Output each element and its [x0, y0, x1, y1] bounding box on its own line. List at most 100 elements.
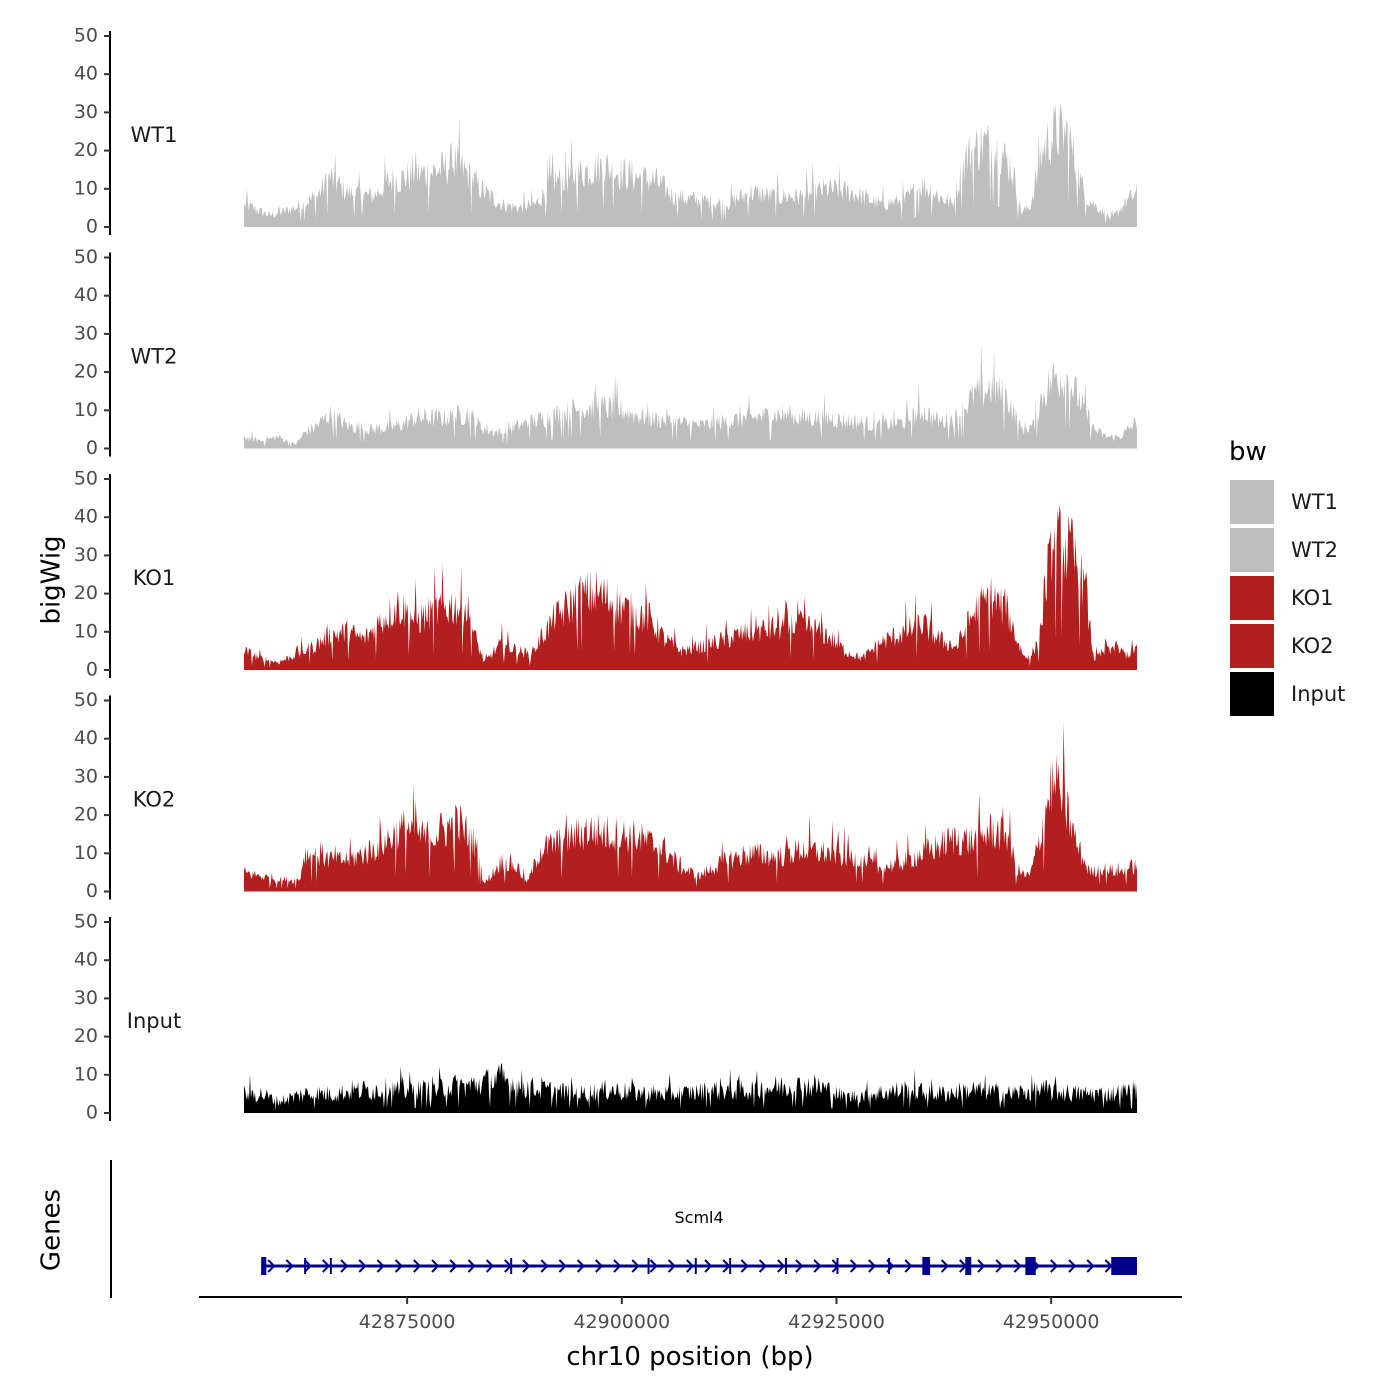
strand-arrow-icon — [1086, 1259, 1095, 1273]
track-wt2: 0 10 20 30 40 50 WT2 — [74, 246, 1137, 459]
strand-arrow-icon — [977, 1259, 986, 1273]
x-axis-title: chr10 position (bp) — [566, 1342, 813, 1372]
y-tick-label: 0 — [86, 437, 98, 459]
y-tick-label: 10 — [74, 177, 98, 199]
y-tick-label: 30 — [74, 322, 98, 344]
y-tick-label: 10 — [74, 1063, 98, 1085]
legend-label: WT1 — [1291, 490, 1338, 514]
y-tick-label: 30 — [74, 987, 98, 1009]
y-tick-label: 50 — [74, 468, 98, 490]
legend: bw WT1 WT2 KO1 KO2 Input — [1229, 437, 1345, 716]
y-tick-label: 10 — [74, 842, 98, 864]
legend-label: KO2 — [1291, 634, 1334, 658]
y-tick-label: 50 — [74, 911, 98, 933]
y-tick-label: 40 — [74, 949, 98, 971]
coverage-area-ko2 — [244, 722, 1137, 892]
y-tick-label: 40 — [74, 506, 98, 528]
strand-arrow-icon — [849, 1259, 858, 1273]
y-tick-label: 20 — [74, 582, 98, 604]
gene-exon — [1111, 1257, 1137, 1275]
legend-entry-input: Input — [1230, 672, 1345, 716]
strand-arrow-icon — [667, 1259, 676, 1273]
track-input: 0 10 20 30 40 50 Input — [74, 911, 1137, 1124]
y-tick-label: 30 — [74, 101, 98, 123]
track-ko2: 0 10 20 30 40 50 KO2 — [74, 689, 1137, 902]
gene-exon — [329, 1258, 332, 1274]
coverage-area-input — [244, 1063, 1137, 1113]
coverage-area-wt2 — [244, 344, 1137, 449]
y-tick-label: 10 — [74, 399, 98, 421]
coverage-area-ko1 — [244, 504, 1137, 670]
strand-arrow-icon — [1050, 1259, 1059, 1273]
strand-arrow-icon — [558, 1259, 567, 1273]
strand-arrow-icon — [540, 1259, 549, 1273]
gene-exon — [647, 1258, 650, 1274]
y-tick-label: 40 — [74, 284, 98, 306]
strand-arrow-icon — [904, 1259, 913, 1273]
strand-arrow-icon — [285, 1259, 294, 1273]
strand-arrow-icon — [631, 1259, 640, 1273]
strand-arrow-icon — [868, 1259, 877, 1273]
y-tick-label: 0 — [86, 216, 98, 238]
strand-arrow-icon — [394, 1259, 403, 1273]
coverage-area-wt1 — [244, 102, 1137, 227]
y-tick-label: 0 — [86, 880, 98, 902]
legend-entry-ko2: KO2 — [1230, 624, 1334, 668]
x-tick-label: 42925000 — [788, 1311, 885, 1333]
x-axis: 42875000 42900000 42925000 42950000 — [199, 1296, 1182, 1333]
strand-arrow-icon — [485, 1259, 494, 1273]
x-tick-label: 42875000 — [359, 1311, 456, 1333]
legend-title: bw — [1229, 437, 1267, 467]
strand-arrow-icon — [758, 1259, 767, 1273]
y-tick-label: 40 — [74, 727, 98, 749]
strand-arrow-icon — [940, 1259, 949, 1273]
strand-arrow-icon — [613, 1259, 622, 1273]
strand-arrow-icon — [576, 1259, 585, 1273]
strand-arrow-icon — [995, 1259, 1004, 1273]
y-tick-label: 50 — [74, 689, 98, 711]
legend-swatch — [1230, 624, 1274, 668]
legend-swatch — [1230, 480, 1274, 524]
gene-exon — [261, 1257, 267, 1275]
genes-track-title: Genes — [37, 1189, 67, 1271]
strand-arrow-icon — [704, 1259, 713, 1273]
strand-arrow-icon — [431, 1259, 440, 1273]
track-label: KO1 — [133, 566, 176, 590]
genes-track: Genes Scml4 — [37, 1160, 1137, 1298]
strand-arrow-icon — [303, 1259, 312, 1273]
strand-arrow-icon — [449, 1259, 458, 1273]
y-tick-label: 20 — [74, 1025, 98, 1047]
strand-arrow-icon — [795, 1259, 804, 1273]
track-wt1: 0 10 20 30 40 50 WT1 — [74, 25, 1137, 238]
strand-arrow-icon — [777, 1259, 786, 1273]
gene-exon — [729, 1258, 732, 1274]
y-tick-label: 20 — [74, 139, 98, 161]
strand-arrow-icon — [595, 1259, 604, 1273]
strand-arrow-icon — [340, 1259, 349, 1273]
gene-exon — [836, 1258, 839, 1274]
legend-entry-wt2: WT2 — [1230, 528, 1338, 572]
y-tick-label: 0 — [86, 1102, 98, 1124]
y-tick-label: 40 — [74, 63, 98, 85]
gene-exon — [694, 1258, 697, 1274]
legend-label: Input — [1291, 682, 1345, 706]
gene-exon — [510, 1258, 513, 1274]
gene-exon — [922, 1257, 931, 1275]
y-tick-label: 50 — [74, 25, 98, 47]
gene-name-label: Scml4 — [675, 1208, 724, 1227]
y-tick-label: 30 — [74, 544, 98, 566]
legend-label: KO1 — [1291, 586, 1334, 610]
track-label: KO2 — [133, 788, 176, 812]
strand-arrow-icon — [649, 1259, 658, 1273]
strand-arrow-icon — [358, 1259, 367, 1273]
track-label: Input — [127, 1009, 181, 1033]
strand-arrow-icon — [413, 1259, 422, 1273]
gene-scml4: Scml4 — [261, 1208, 1137, 1275]
gene-exon — [1025, 1257, 1036, 1275]
track-label: WT1 — [131, 123, 178, 147]
gene-exon — [784, 1258, 787, 1274]
y-tick-label: 10 — [74, 620, 98, 642]
legend-swatch — [1230, 576, 1274, 620]
strand-arrow-icon — [686, 1259, 695, 1273]
